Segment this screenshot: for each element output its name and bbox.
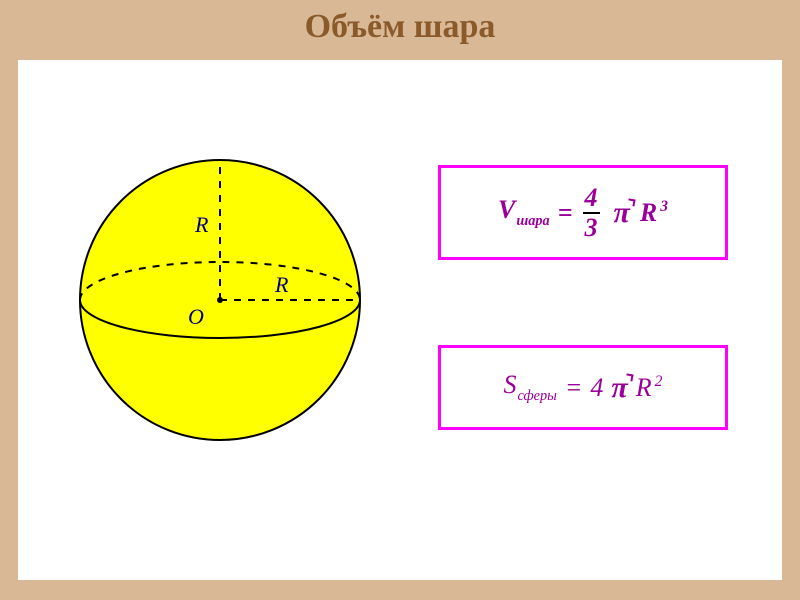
V-sub: шара: [516, 213, 549, 229]
R-letter: R: [640, 198, 657, 227]
pi-symbol2: π: [611, 371, 627, 405]
sym-eq2: =: [565, 373, 583, 403]
page-title: Объём шара: [0, 8, 800, 46]
fraction: 4 3: [583, 185, 600, 241]
R-exp2: 2: [655, 373, 663, 390]
svg-text:R: R: [194, 212, 209, 237]
sym-R2: R2: [636, 373, 663, 403]
R-letter2: R: [636, 373, 652, 402]
title-text: Объём шара: [305, 8, 496, 45]
sym-V: Vшара: [498, 195, 552, 229]
pi-symbol: π: [614, 196, 630, 230]
frac-num: 4: [583, 185, 600, 212]
sym-S: Sсферы: [504, 370, 559, 404]
R-exp: 3: [660, 198, 668, 215]
page-root: Объём шара RRO Vшара = 4 3 π R3 Sсферы =…: [0, 0, 800, 600]
formula-surface: Sсферы = 4 π R2: [438, 345, 728, 430]
sym-eq: =: [558, 198, 573, 228]
formula-surface-content: Sсферы = 4 π R2: [504, 370, 663, 404]
frac-den: 3: [583, 214, 600, 241]
sphere-diagram: R R O: [60, 120, 380, 480]
S-sub: сферы: [518, 388, 557, 404]
svg-text:O: O: [188, 304, 204, 329]
svg-text:R: R: [274, 272, 289, 297]
sym-four: 4: [590, 373, 603, 403]
formula-volume-content: Vшара = 4 3 π R3: [498, 185, 668, 241]
sym-R: R3: [640, 198, 668, 228]
formula-volume: Vшара = 4 3 π R3: [438, 165, 728, 260]
S-letter: S: [504, 370, 517, 399]
V-letter: V: [498, 195, 515, 224]
